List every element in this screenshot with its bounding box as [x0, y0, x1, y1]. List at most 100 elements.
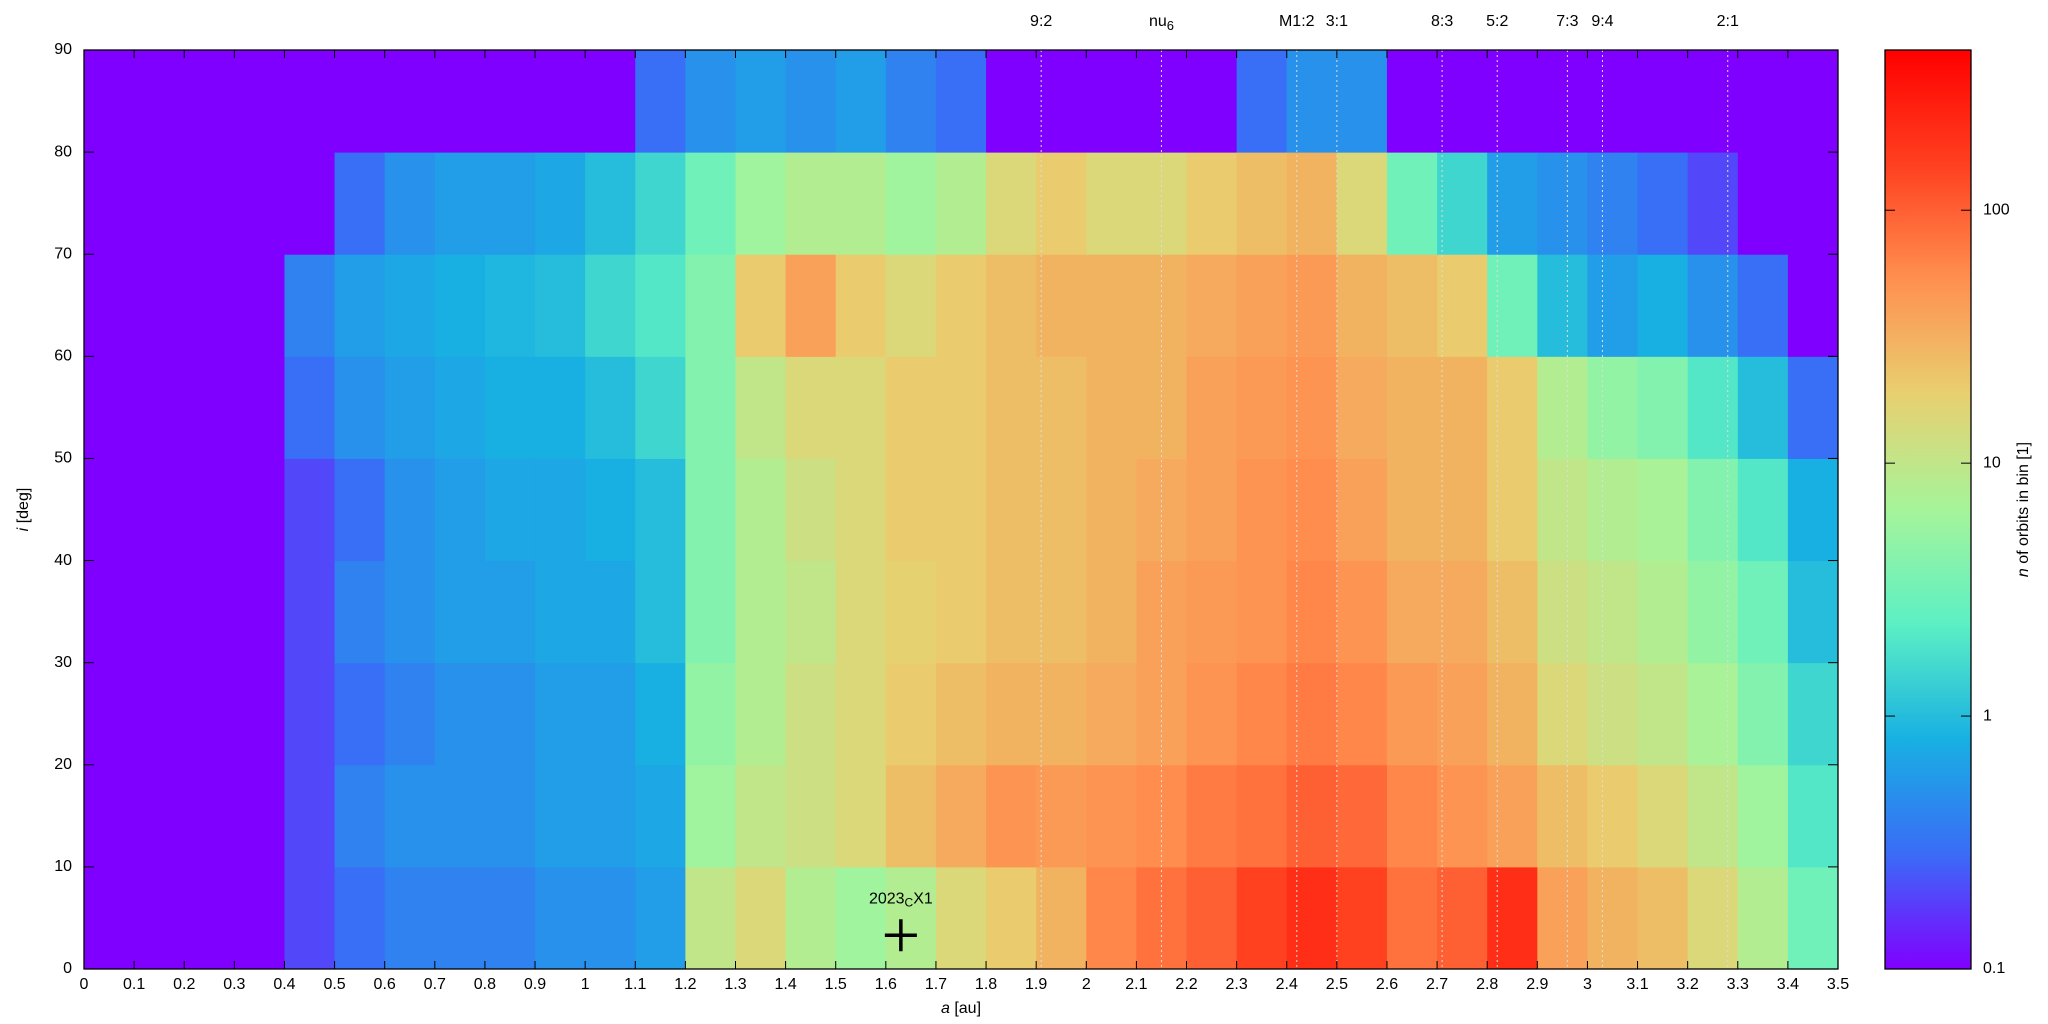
- heatmap-cell: [885, 356, 937, 459]
- heatmap-cell: [585, 662, 636, 766]
- heatmap-cell: [84, 560, 135, 664]
- x-tick-label: 2.7: [1426, 976, 1448, 993]
- heatmap-cell: [384, 152, 436, 255]
- heatmap-cell: [84, 764, 135, 868]
- heatmap-cell: [1637, 254, 1689, 357]
- heatmap-cell: [284, 356, 336, 459]
- heatmap-cell: [184, 866, 235, 970]
- heatmap-cell: [735, 50, 787, 153]
- heatmap-cell: [184, 662, 235, 766]
- heatmap-cell: [384, 764, 436, 868]
- heatmap-cell: [1637, 662, 1689, 766]
- heatmap-cell: [1437, 764, 1488, 868]
- heatmap-cell: [434, 458, 486, 562]
- heatmap-cell: [1236, 254, 1288, 357]
- heatmap-cell: [735, 866, 787, 970]
- heatmap-cell: [1286, 662, 1338, 766]
- heatmap-cell: [1136, 866, 1188, 970]
- heatmap-cell: [1737, 866, 1789, 970]
- heatmap-cell: [484, 662, 536, 766]
- heatmap-cell: [1787, 152, 1839, 255]
- heatmap-cell: [735, 152, 787, 255]
- heatmap-cell: [384, 560, 436, 664]
- heatmap-cell: [585, 560, 636, 664]
- x-tick-label: 0: [80, 976, 89, 993]
- heatmap-cell: [1487, 50, 1538, 153]
- heatmap-cell: [84, 254, 135, 357]
- heatmap-cell: [685, 50, 736, 153]
- heatmap-cell: [535, 662, 586, 766]
- heatmap-cell: [1086, 764, 1137, 868]
- heatmap-cell: [1637, 356, 1689, 459]
- object-label: 2023CX1: [869, 891, 933, 910]
- heatmap-cell: [1336, 662, 1388, 766]
- resonance-label: 9:4: [1591, 13, 1613, 30]
- heatmap-cell: [1236, 356, 1288, 459]
- y-tick-label: 30: [54, 654, 72, 671]
- heatmap-cell: [1787, 560, 1839, 664]
- heatmap-cell: [134, 866, 185, 970]
- heatmap-cell: [1086, 356, 1137, 459]
- heatmap-cell: [1336, 356, 1388, 459]
- heatmap-cell: [84, 458, 135, 562]
- heatmap-cell: [1587, 764, 1639, 868]
- heatmap-cell: [1236, 662, 1288, 766]
- heatmap-cell: [1537, 560, 1588, 664]
- x-tick-label: 1.1: [624, 976, 646, 993]
- x-tick-label: 0.8: [474, 976, 496, 993]
- heatmap-cell: [1437, 50, 1488, 153]
- heatmap-cell: [334, 662, 386, 766]
- heatmap-cell: [1036, 50, 1087, 153]
- heatmap-cell: [284, 662, 336, 766]
- heatmap-cell: [986, 662, 1037, 766]
- heatmap-cell: [484, 458, 536, 562]
- heatmap-cell: [535, 764, 586, 868]
- y-tick-label: 0: [63, 960, 72, 977]
- resonance-label: 3:1: [1326, 13, 1348, 30]
- heatmap-cell: [234, 50, 285, 153]
- heatmap-cell: [1687, 254, 1739, 357]
- heatmap-cell: [585, 50, 636, 153]
- overlay: 9:2 nu6 M1:2 3:1 8:3 5:2 7:3 9:4 2:1 0 0.1 0.2 0.3 0.…: [15, 13, 2032, 1017]
- heatmap-cell: [1587, 152, 1639, 255]
- heatmap-cell: [1186, 764, 1238, 868]
- heatmap-cell: [885, 50, 937, 153]
- heatmap-cell: [785, 356, 837, 459]
- x-tick-label: 2.4: [1276, 976, 1298, 993]
- heatmap-cell: [84, 356, 135, 459]
- x-tick-label: 2.5: [1326, 976, 1348, 993]
- heatmap-cell: [1737, 764, 1789, 868]
- x-tick-label: 2.1: [1125, 976, 1147, 993]
- object-name: 2023: [869, 891, 905, 908]
- heatmap-cell: [1386, 662, 1438, 766]
- y-axis-label: i [deg]: [15, 488, 32, 532]
- heatmap-cell: [434, 662, 486, 766]
- heatmap-cell: [585, 764, 636, 868]
- heatmap-cell: [885, 764, 937, 868]
- heatmap-cell: [1186, 50, 1238, 153]
- heatmap-cell: [1737, 356, 1789, 459]
- heatmap-cell: [685, 152, 736, 255]
- heatmap-cell: [986, 50, 1037, 153]
- resonance-label: 8:3: [1431, 13, 1453, 30]
- heatmap-cell: [1286, 152, 1338, 255]
- heatmap-cell: [1336, 458, 1388, 562]
- heatmap-cell: [1537, 152, 1588, 255]
- heatmap-cell: [184, 356, 235, 459]
- heatmap-cell: [334, 50, 386, 153]
- heatmap-cell: [1587, 254, 1639, 357]
- heatmap-cell: [1286, 356, 1338, 459]
- x-tick-label: 2: [1082, 976, 1091, 993]
- resonance-label-text: 3:1: [1326, 13, 1348, 30]
- heatmap-cell: [585, 356, 636, 459]
- resonance-label-text: 8:3: [1431, 13, 1453, 30]
- heatmap-cell: [1637, 458, 1689, 562]
- heatmap-cell: [1537, 254, 1588, 357]
- y-tick-label: 90: [54, 41, 72, 58]
- heatmap-cell: [1437, 866, 1488, 970]
- heatmap-cell: [1336, 254, 1388, 357]
- heatmap-cell: [484, 764, 536, 868]
- heatmap-cell: [635, 866, 686, 970]
- heatmap-cell: [1386, 866, 1438, 970]
